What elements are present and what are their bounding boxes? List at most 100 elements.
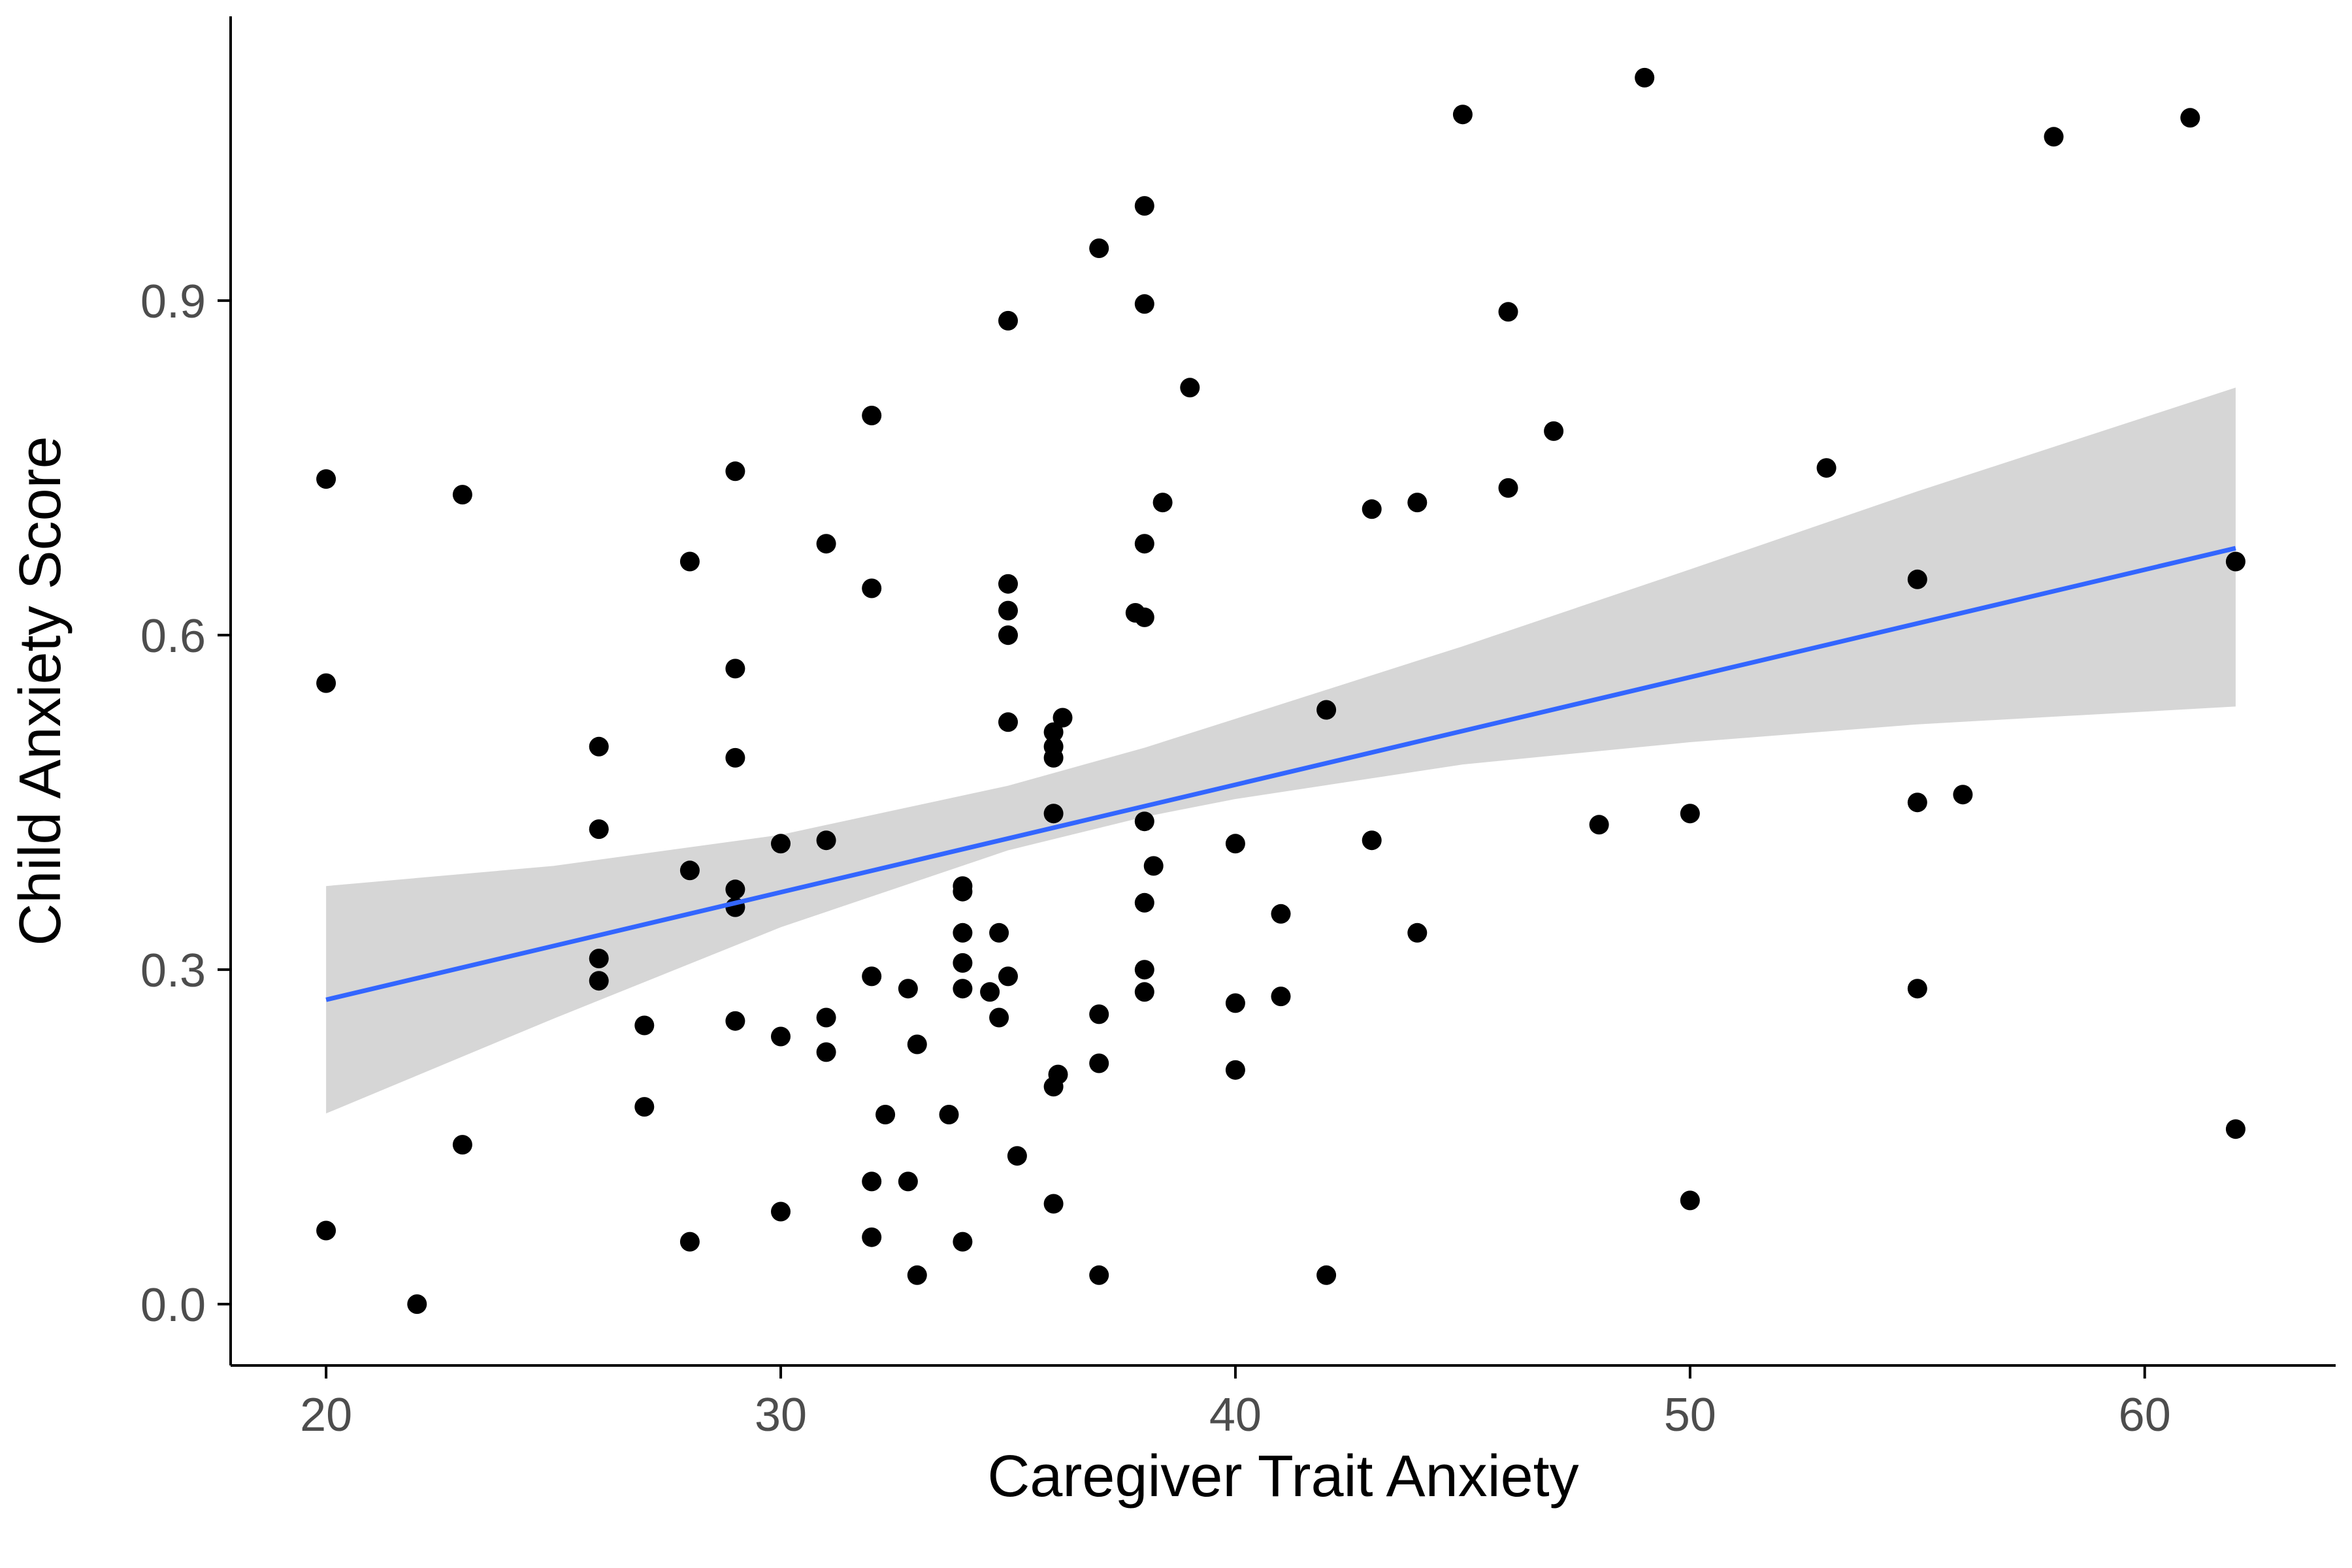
data-point bbox=[953, 953, 973, 973]
data-point bbox=[816, 534, 836, 554]
data-point bbox=[1225, 1060, 1245, 1080]
data-point bbox=[1271, 987, 1291, 1007]
data-point bbox=[862, 406, 882, 425]
data-point bbox=[1816, 458, 1837, 478]
y-tick-label: 0.0 bbox=[140, 1279, 206, 1331]
data-point bbox=[953, 1232, 973, 1252]
data-point bbox=[1134, 196, 1154, 216]
data-point bbox=[1180, 378, 1200, 398]
data-point bbox=[1152, 493, 1173, 513]
data-point bbox=[1043, 747, 1064, 768]
data-point bbox=[1089, 238, 1109, 258]
data-point bbox=[1907, 792, 1927, 813]
data-point bbox=[771, 1026, 791, 1047]
data-point bbox=[634, 1097, 655, 1117]
data-point bbox=[1953, 785, 1973, 805]
data-point bbox=[1043, 804, 1064, 824]
confidence-band bbox=[326, 387, 2236, 1114]
data-point bbox=[725, 879, 745, 900]
data-point bbox=[1407, 923, 1428, 943]
data-point bbox=[316, 1220, 336, 1241]
x-tick-label: 20 bbox=[300, 1389, 352, 1441]
data-point bbox=[589, 736, 609, 757]
y-tick-label: 0.6 bbox=[140, 610, 206, 662]
data-point bbox=[1589, 815, 1609, 835]
data-point bbox=[953, 923, 973, 943]
data-point bbox=[1498, 478, 1518, 498]
data-point bbox=[679, 1232, 700, 1252]
data-point bbox=[989, 1007, 1009, 1028]
data-point bbox=[1089, 1004, 1109, 1024]
data-point bbox=[1134, 982, 1154, 1002]
data-point bbox=[725, 461, 745, 482]
data-point bbox=[1680, 1190, 1700, 1211]
data-point bbox=[725, 659, 745, 679]
x-axis-ticks: 20 30 40 50 60 bbox=[300, 1365, 2171, 1441]
data-point bbox=[1907, 569, 1927, 589]
data-point bbox=[816, 830, 836, 851]
data-point bbox=[907, 1034, 927, 1054]
data-point bbox=[1907, 979, 1927, 999]
data-point bbox=[316, 469, 336, 489]
data-point bbox=[2180, 108, 2200, 128]
y-axis-ticks: 0.0 0.3 0.6 0.9 bbox=[140, 276, 231, 1331]
y-axis-title: Child Anxiety Score bbox=[8, 436, 73, 945]
data-point bbox=[998, 712, 1018, 732]
data-point bbox=[907, 1265, 927, 1285]
data-point bbox=[1089, 1265, 1109, 1285]
data-point bbox=[1134, 294, 1154, 314]
data-point bbox=[816, 1042, 836, 1062]
data-point bbox=[1134, 960, 1154, 980]
data-point bbox=[998, 966, 1018, 987]
data-point bbox=[1134, 892, 1154, 913]
data-point bbox=[898, 1171, 918, 1192]
data-point bbox=[953, 979, 973, 999]
data-point bbox=[771, 834, 791, 854]
data-point bbox=[1134, 811, 1154, 832]
data-point bbox=[998, 600, 1018, 621]
data-point bbox=[862, 1171, 882, 1192]
data-point bbox=[816, 1007, 836, 1028]
data-point bbox=[1316, 700, 1337, 720]
data-point bbox=[1271, 904, 1291, 924]
data-point bbox=[1225, 834, 1245, 854]
data-point bbox=[875, 1105, 896, 1124]
data-point bbox=[316, 673, 336, 693]
data-points bbox=[316, 67, 2246, 1315]
data-point bbox=[679, 860, 700, 881]
data-point bbox=[589, 819, 609, 840]
data-point bbox=[1498, 302, 1518, 322]
data-point bbox=[1407, 493, 1428, 513]
data-point bbox=[1053, 708, 1073, 728]
data-point bbox=[939, 1105, 959, 1124]
y-tick-label: 0.3 bbox=[140, 945, 206, 997]
data-point bbox=[1316, 1265, 1337, 1285]
data-point bbox=[1635, 67, 1655, 88]
data-point bbox=[998, 625, 1018, 645]
data-point bbox=[980, 982, 1000, 1002]
data-point bbox=[1007, 1146, 1027, 1166]
data-point bbox=[1362, 499, 1382, 519]
data-point bbox=[862, 966, 882, 987]
data-point bbox=[862, 578, 882, 598]
data-point bbox=[1048, 1064, 1068, 1085]
data-point bbox=[1362, 830, 1382, 851]
data-point bbox=[634, 1015, 655, 1036]
data-point bbox=[1680, 804, 1700, 824]
data-point bbox=[725, 1011, 745, 1031]
data-point bbox=[589, 971, 609, 991]
data-point bbox=[1225, 993, 1245, 1013]
data-point bbox=[1089, 1053, 1109, 1073]
data-point bbox=[1043, 1194, 1064, 1214]
regression-line bbox=[325, 546, 2236, 1002]
data-point bbox=[679, 551, 700, 572]
data-point bbox=[953, 881, 973, 902]
data-point bbox=[862, 1227, 882, 1247]
data-point bbox=[452, 485, 472, 505]
data-point bbox=[725, 747, 745, 768]
x-tick-label: 60 bbox=[2119, 1389, 2171, 1441]
plot-area bbox=[316, 67, 2246, 1315]
data-point bbox=[2225, 551, 2246, 572]
data-point bbox=[1143, 856, 1164, 876]
